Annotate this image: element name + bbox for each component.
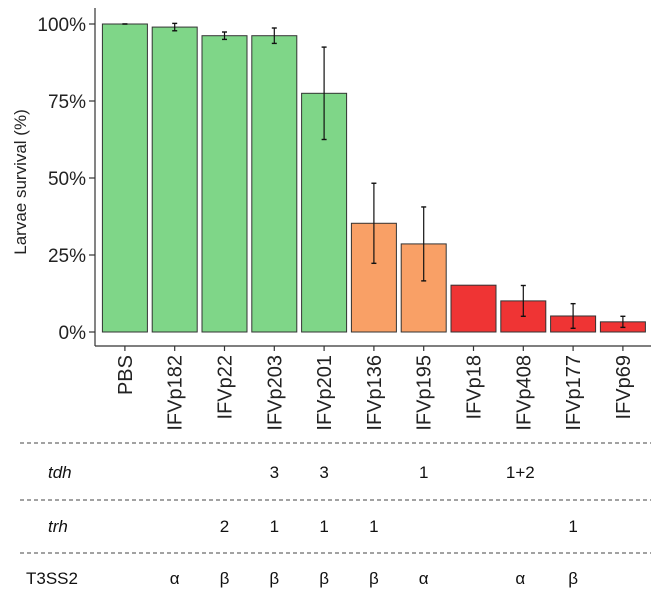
y-tick-label: 50% xyxy=(48,169,86,190)
table-cell: 1 xyxy=(319,517,328,536)
table-cell: 1 xyxy=(270,517,279,536)
row-label: tdh xyxy=(48,463,72,482)
table-cell: 1 xyxy=(419,463,428,482)
table-cell: 3 xyxy=(319,463,328,482)
y-tick-label: 100% xyxy=(37,15,86,36)
row-label: trh xyxy=(48,517,68,536)
table-cell: 3 xyxy=(270,463,279,482)
table-cell: β xyxy=(369,569,379,588)
table-cell: α xyxy=(515,569,525,588)
x-tick-label: IFVp201 xyxy=(314,355,336,431)
y-ticks: 0% 25% 50% 75% 100% xyxy=(37,15,95,344)
table-cell: β xyxy=(269,569,279,588)
y-axis-label: Larvae survival (%) xyxy=(11,109,30,255)
error-bars-group xyxy=(122,22,626,330)
y-tick-label: 75% xyxy=(48,92,86,113)
table-cell: β xyxy=(319,569,329,588)
y-tick-label: 25% xyxy=(48,246,86,267)
table-cell: 1 xyxy=(568,517,577,536)
table-cell: β xyxy=(568,569,578,588)
bar xyxy=(251,35,298,333)
x-tick-label: IFVp182 xyxy=(165,355,187,431)
chart-axes xyxy=(94,8,651,347)
table-cell: 2 xyxy=(220,517,229,536)
x-tick-label: IFVp22 xyxy=(215,355,237,419)
x-tick-label: IFVp408 xyxy=(513,355,535,431)
y-tick-label: 0% xyxy=(59,323,87,344)
bar xyxy=(201,35,248,333)
table-cell: 1+2 xyxy=(506,463,535,482)
x-tick-label: IFVp195 xyxy=(414,355,436,431)
x-tick-label: IFVp69 xyxy=(613,355,635,419)
x-tick-label: PBS xyxy=(115,355,137,395)
table-cell: β xyxy=(220,569,230,588)
x-tick-label: IFVp177 xyxy=(563,355,585,431)
table-cell: α xyxy=(419,569,429,588)
x-tick-label: IFVp203 xyxy=(264,355,286,431)
gene-table: tdh 3 3 1 1+2 trh 2 1 1 1 1 T3SS2 α β β β β α α β xyxy=(26,463,578,588)
table-cell: α xyxy=(170,569,180,588)
bar xyxy=(151,26,198,333)
table-cell: 1 xyxy=(369,517,378,536)
bar xyxy=(450,284,497,333)
x-tick-label: IFVp18 xyxy=(464,355,486,419)
table-separators xyxy=(20,442,651,554)
row-label: T3SS2 xyxy=(26,569,78,588)
bars-group xyxy=(101,23,646,333)
x-tick-labels: PBS IFVp182 IFVp22 IFVp203 IFVp201 IFVp136 IFV… xyxy=(115,346,635,431)
bar xyxy=(101,23,148,333)
x-tick-label: IFVp136 xyxy=(364,355,386,431)
